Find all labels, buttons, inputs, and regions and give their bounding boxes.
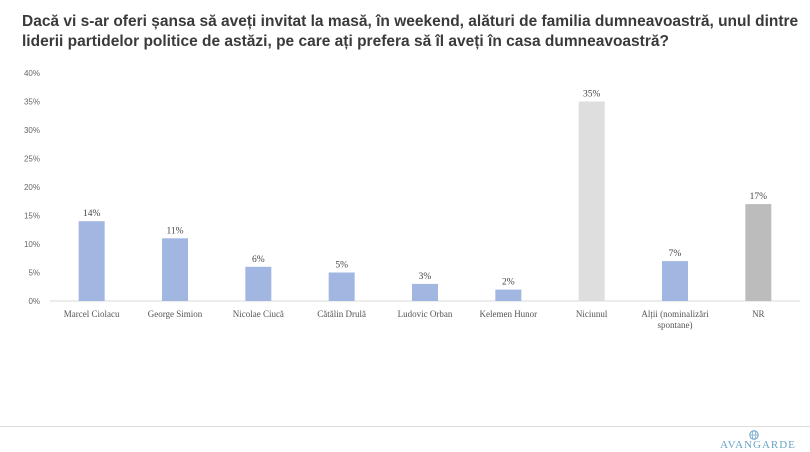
x-category-label: George Simion bbox=[148, 309, 203, 319]
x-category-label: Nicolae Ciucă bbox=[233, 309, 284, 319]
y-tick-label: 5% bbox=[28, 269, 40, 278]
avangarde-logo: AVANGARDE bbox=[710, 428, 806, 452]
data-label: 3% bbox=[419, 272, 432, 282]
bar-8 bbox=[662, 261, 688, 301]
bar-7 bbox=[578, 101, 605, 301]
y-tick-label: 0% bbox=[28, 297, 40, 306]
bar-5 bbox=[412, 283, 438, 301]
bar-3 bbox=[245, 266, 272, 301]
chart-title: Dacă vi s-ar oferi șansa să aveți invita… bbox=[22, 13, 799, 50]
x-category-label: Ludovic Orban bbox=[398, 309, 453, 319]
data-label: 17% bbox=[750, 192, 768, 202]
y-tick-label: 25% bbox=[24, 155, 40, 164]
data-label: 2% bbox=[502, 278, 515, 288]
x-category-label: Alții (nominalizări bbox=[641, 309, 709, 319]
y-tick-label: 20% bbox=[24, 183, 40, 192]
x-category-label: NR bbox=[752, 309, 765, 319]
bar-chart: 0% 5% 10% 15% 20% 25% 30% 35% 40% 14% Marcel Ciola… bbox=[24, 69, 800, 330]
x-category-label: Marcel Ciolacu bbox=[64, 309, 120, 319]
y-tick-label: 15% bbox=[24, 212, 40, 221]
bar-1 bbox=[78, 221, 105, 301]
logo-text: AVANGARDE bbox=[720, 439, 796, 451]
y-tick-label: 30% bbox=[24, 126, 40, 135]
bar-2 bbox=[162, 238, 188, 301]
bar-9 bbox=[745, 204, 772, 301]
data-label: 6% bbox=[252, 255, 265, 265]
y-tick-label: 10% bbox=[24, 240, 40, 249]
x-category-label: Cătălin Drulă bbox=[317, 309, 366, 319]
bar-6 bbox=[495, 289, 522, 301]
data-label: 14% bbox=[83, 209, 101, 219]
data-label: 5% bbox=[335, 261, 348, 271]
y-tick-label: 40% bbox=[24, 69, 40, 78]
logo-globe-icon bbox=[749, 430, 759, 440]
data-label: 35% bbox=[583, 90, 601, 100]
data-label: 11% bbox=[166, 226, 183, 236]
bar-4 bbox=[328, 272, 355, 301]
footer-divider bbox=[0, 426, 810, 427]
data-label: 7% bbox=[669, 249, 682, 259]
x-category-label: spontane) bbox=[658, 320, 693, 330]
x-category-label: Kelemen Hunor bbox=[479, 309, 537, 319]
y-tick-label: 35% bbox=[24, 98, 40, 107]
x-category-label: Niciunul bbox=[576, 309, 608, 319]
